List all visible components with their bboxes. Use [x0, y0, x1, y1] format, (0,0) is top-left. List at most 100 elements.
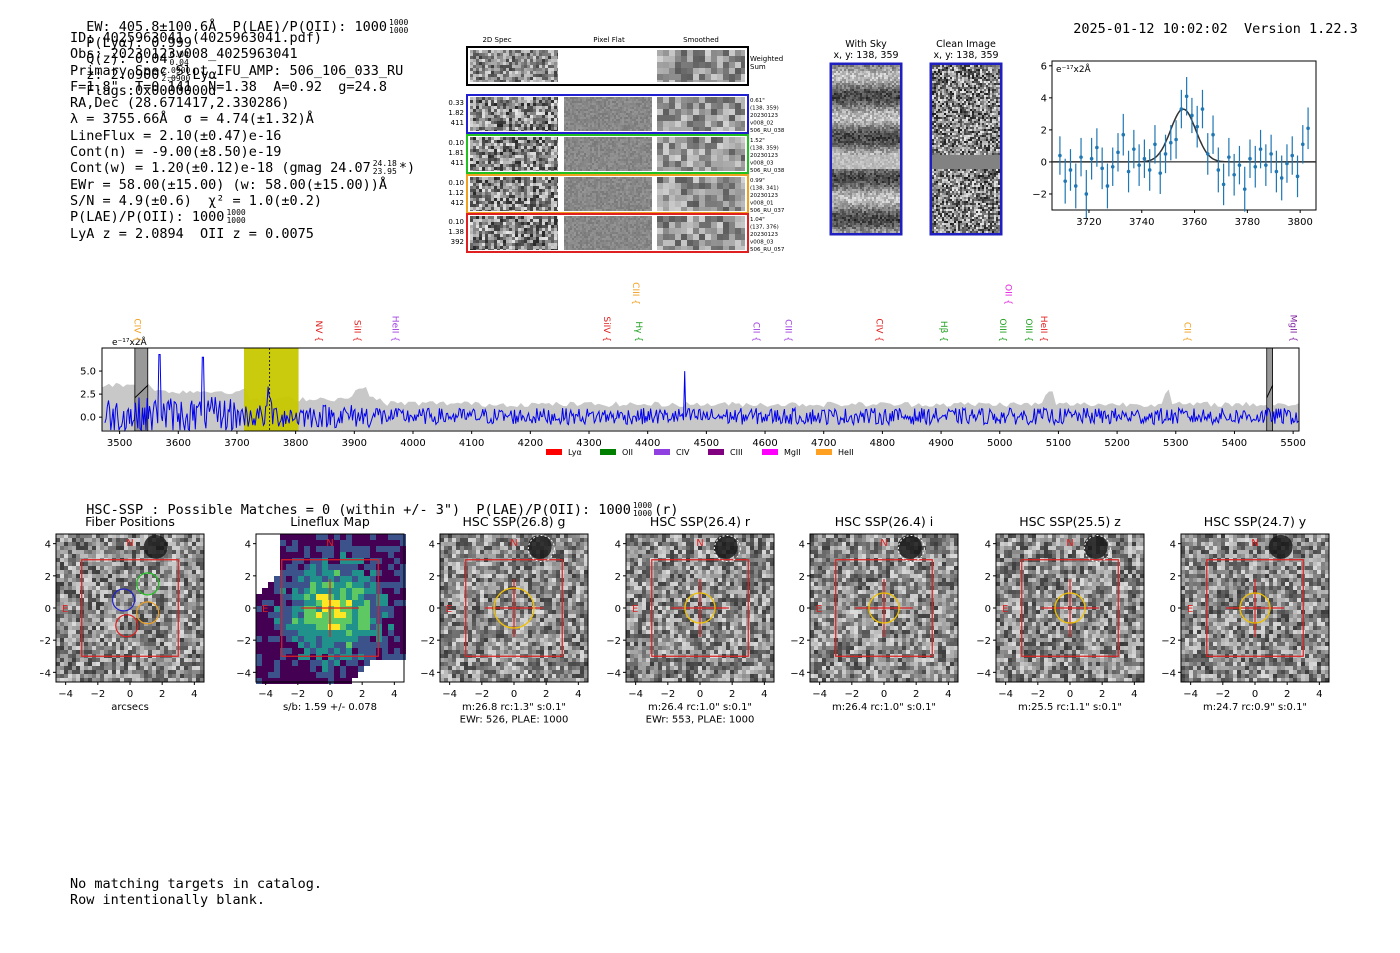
col-label-smoothed: Smoothed	[683, 36, 719, 44]
zoom-data-point	[1221, 182, 1226, 187]
hsc-mask-circle	[1083, 534, 1111, 562]
zoom-data-point	[1179, 107, 1184, 111]
zoom-xtick-label: 3740	[1129, 217, 1154, 228]
zoom-data-point	[1063, 179, 1067, 183]
zoom-xtick-label: 3720	[1076, 217, 1101, 228]
hsc-ytick-label: 0	[45, 604, 51, 615]
hsc-panel: Fiber Positions N E 4 2 0 −2 −4 −4 −2 0 2 4 arcsecs	[40, 514, 205, 713]
spectrum-masked-region	[1266, 347, 1273, 432]
spectrum-xtick-label: 4900	[928, 438, 953, 449]
info-plae: P(LAE)/P(OII): 1000 1000 1000	[70, 209, 415, 226]
hsc-ytick-label: 0	[429, 604, 435, 615]
hsc-xtick-label: −2	[1030, 689, 1045, 700]
cutout-left-label: 1.12	[448, 189, 464, 197]
fiber-position-circle	[136, 601, 160, 625]
zoom-data-point	[1079, 155, 1083, 159]
hsc-cutout-image	[56, 534, 204, 682]
hsc-bright-source	[713, 534, 738, 559]
hsc-xtick-label: −2	[290, 689, 305, 700]
header-summary: EW: 405.8±100.6Å P(LAE)/P(OII): 1000 1000…	[70, 3, 410, 100]
hsc-search-box	[281, 559, 379, 657]
hsc-ytick-label: −4	[1161, 668, 1176, 679]
hsc-xtick-label: 2	[359, 689, 365, 700]
hsc-panel: HSC SSP(24.7) y N E 4 2 0 −2 −4 −4 −2 0 2 4 m:24.7 rc…	[1161, 514, 1330, 713]
hsc-panel-caption: EWr: 553, PLAE: 1000	[646, 715, 755, 726]
hsc-panels: Fiber Positions N E 4 2 0 −2 −4 −4 −2 0 2 4 arcsecs Li…	[40, 514, 1330, 726]
hsc-xtick-label: 4	[391, 689, 397, 700]
hsc-ytick-label: 4	[429, 540, 435, 551]
spectrum-legend-swatch	[816, 449, 832, 455]
zoom-data-point	[1153, 142, 1157, 147]
cutout-right-label: v008_03	[750, 161, 774, 167]
zoom-data-point	[1121, 132, 1126, 137]
weighted-smoothed	[657, 50, 745, 82]
hsc-ytick-label: −2	[976, 636, 991, 647]
hsc-xtick-label: 0	[1252, 689, 1258, 700]
fiber-position-circle	[115, 614, 139, 638]
hsc-ytick-label: −4	[790, 668, 805, 679]
footer-line: Row intentionally blank.	[70, 892, 322, 908]
hsc-xtick-label: 4	[1316, 689, 1322, 700]
hsc-search-box	[465, 559, 563, 657]
cutout-right-label: (138, 359)	[750, 146, 779, 152]
zoom-data-point	[1184, 94, 1189, 99]
header-qz: Q(z): 0.04	[86, 51, 167, 67]
cutout-right-label: 0.99"	[750, 178, 765, 184]
header-datetime: 2025-01-12 10:02:02	[1073, 21, 1227, 37]
cutout-right-label: v008_02	[750, 121, 774, 127]
spectrum-xtick-label: 3900	[342, 438, 367, 449]
zoom-data-point	[1116, 150, 1120, 155]
hsc-panel: HSC SSP(26.4) r N E 4 2 0 −2 −4 −4 −2 0 2 4 m:26.4 rc…	[606, 514, 775, 726]
spectrum-xtick-label: 3800	[283, 438, 308, 449]
zoom-data-point	[1132, 147, 1136, 151]
hsc-ytick-label: −4	[236, 668, 251, 679]
zoom-ytick-label: 0	[1041, 157, 1047, 168]
spectrum-xtick-label: 4500	[694, 438, 719, 449]
zoom-data-point	[1242, 187, 1247, 191]
hsc-bright-source	[143, 534, 168, 559]
hsc-ytick-label: −4	[420, 668, 435, 679]
clean-image-title: Clean Image	[936, 39, 996, 50]
hsc-xtick-label: −4	[1183, 689, 1198, 700]
cutout-smoothed	[657, 177, 745, 211]
hsc-panel-title: Fiber Positions	[85, 514, 175, 529]
spectrum-line-label: CII {	[1182, 322, 1192, 342]
spectrum-xtick-label: 3600	[166, 438, 191, 449]
zoom-unit-label: e⁻¹⁷x2Å	[1056, 63, 1092, 75]
info-line: EWr = 58.00(±15.00) (w: 58.00(±15.00))Å	[70, 177, 415, 193]
hsc-xtick-label: 4	[575, 689, 581, 700]
compass-north: N	[510, 538, 517, 549]
hsc-search-box	[651, 559, 749, 657]
spectrum-xtick-label: 4300	[576, 438, 601, 449]
zoom-data-point	[1301, 142, 1305, 147]
zoom-data-point	[1285, 161, 1289, 166]
hsc-ytick-label: 0	[245, 604, 251, 615]
header-ew-frac: 1000 1000	[389, 19, 408, 35]
spectrum-xtick-label: 5200	[1104, 438, 1129, 449]
with-sky-coords: x, y: 138, 359	[833, 50, 898, 61]
hsc-panel-title: HSC SSP(26.4) i	[835, 514, 933, 529]
spectrum-line-label: NV {	[313, 321, 323, 342]
header-z: z: 2.0900	[86, 67, 159, 83]
cutout-left-label: 1.38	[448, 228, 464, 236]
cutout-right-label: (138, 359)	[750, 106, 779, 112]
spectrum-xtick-label: 4200	[518, 438, 543, 449]
hsc-ytick-label: 2	[45, 572, 51, 583]
cutout-left-label: 1.82	[448, 109, 464, 117]
zoom-data-point	[1248, 156, 1252, 161]
cutout-right-label: 1.52"	[750, 138, 765, 144]
hsc-xtick-label: −2	[660, 689, 675, 700]
info-line: LineFlux = 2.10(±0.47)e-16	[70, 128, 415, 144]
spectrum-legend-label: CIII	[730, 448, 743, 457]
spectrum-legend-swatch	[546, 449, 562, 455]
hsc-xtick-label: −2	[474, 689, 489, 700]
hsc-search-box	[81, 559, 179, 657]
hsc-ytick-label: 2	[985, 572, 991, 583]
zoom-data-point	[1258, 147, 1263, 151]
spectrum-line-label: HeII {	[1038, 316, 1048, 342]
cutout-smoothed	[657, 216, 745, 250]
footer-line: No matching targets in catalog.	[70, 876, 322, 892]
spectrum-masked-hatch	[1266, 385, 1274, 399]
hsc-xtick-label: 0	[127, 689, 133, 700]
compass-east: E	[262, 604, 268, 615]
